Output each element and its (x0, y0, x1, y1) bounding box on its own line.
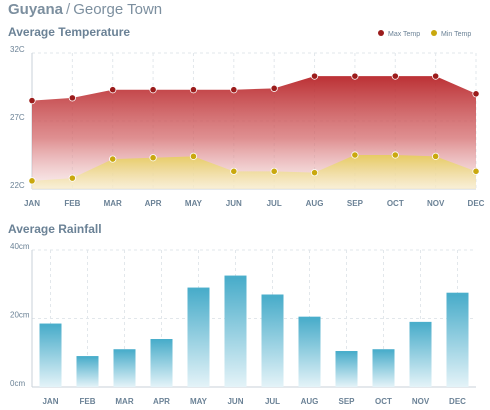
rainfall-bar (76, 356, 99, 387)
rainfall-bar-cap (187, 287, 210, 290)
legend-label: Max Temp (388, 31, 420, 38)
max-temp-point (230, 86, 238, 94)
legend-label: Min Temp (441, 31, 471, 38)
rainfall-bar (446, 292, 469, 387)
rainfall-bar-cap (76, 356, 99, 359)
rainfall-bar-cap (113, 349, 136, 352)
rain-x-tick-label: JUL (265, 397, 280, 406)
rainfall-bar (372, 349, 395, 387)
rainfall-bar (39, 323, 62, 387)
temp-x-tick-label: APR (145, 199, 162, 208)
max-temp-point (149, 86, 157, 94)
legend-marker (431, 30, 437, 36)
temp-x-tick-label: OCT (387, 199, 404, 208)
rain-y-tick-label: 40cm (10, 242, 30, 251)
temp-x-tick-label: FEB (64, 199, 80, 208)
temp-y-tick-label: 27C (10, 113, 25, 122)
rainfall-bar (261, 294, 284, 387)
min-temp-point (109, 155, 117, 163)
temp-y-tick-label: 22C (10, 181, 25, 190)
min-temp-point (351, 151, 359, 159)
max-temp-point (68, 94, 76, 102)
temp-x-tick-label: MAY (185, 199, 203, 208)
temp-x-tick-label: JAN (24, 199, 40, 208)
rainfall-bar-cap (298, 316, 321, 319)
breadcrumb-separator: / (66, 1, 71, 18)
rainfall-bar-cap (224, 275, 247, 278)
min-temp-point (270, 167, 278, 175)
rainfall-chart-title: Average Rainfall (8, 222, 102, 236)
temp-x-tick-label: NOV (427, 199, 445, 208)
rain-x-tick-label: JUN (227, 397, 243, 406)
temp-x-tick-label: DEC (468, 199, 485, 208)
city-name: George Town (73, 1, 163, 18)
rainfall-bar (150, 339, 173, 387)
temp-y-tick-label: 32C (10, 45, 25, 54)
min-temp-point (310, 169, 319, 177)
rainfall-bar (187, 287, 210, 387)
max-temp-point (310, 72, 319, 80)
min-temp-point (28, 177, 36, 185)
min-temp-point (230, 167, 238, 175)
max-temp-point (391, 72, 399, 80)
rainfall-bar-cap (335, 351, 358, 354)
min-temp-point (189, 152, 198, 160)
temp-x-tick-label: JUL (267, 199, 282, 208)
rain-x-tick-label: OCT (375, 397, 392, 406)
legend-marker (378, 30, 384, 36)
rain-x-tick-label: MAR (115, 397, 133, 406)
rainfall-bar-cap (409, 321, 432, 324)
rainfall-bar-cap (261, 294, 284, 297)
rain-x-tick-label: AUG (301, 397, 319, 406)
rain-x-tick-label: APR (153, 397, 170, 406)
rain-x-tick-label: NOV (412, 397, 430, 406)
min-temp-point (472, 167, 480, 175)
min-temp-point (149, 154, 157, 162)
temperature-chart-title: Average Temperature (8, 25, 131, 39)
rainfall-bar-cap (39, 323, 62, 326)
rain-y-tick-label: 20cm (10, 311, 30, 320)
max-temp-point (472, 90, 480, 98)
rainfall-bar (409, 321, 432, 387)
location-header: Guyana / George Town (8, 1, 162, 18)
rainfall-bar-cap (446, 292, 469, 295)
rainfall-bar (298, 316, 321, 387)
country-link[interactable]: Guyana (8, 1, 64, 18)
rain-x-tick-label: JAN (42, 397, 58, 406)
min-temp-point (432, 152, 440, 160)
temp-x-tick-label: AUG (306, 199, 324, 208)
rainfall-bar (113, 349, 136, 387)
max-temp-point (109, 86, 117, 94)
rain-y-tick-label: 0cm (10, 379, 25, 388)
rainfall-bar-cap (150, 339, 173, 342)
min-temp-area (32, 155, 476, 189)
rainfall-bar (335, 351, 358, 387)
temp-x-tick-label: MAR (104, 199, 122, 208)
rain-x-tick-label: FEB (80, 397, 96, 406)
temp-x-tick-label: JUN (226, 199, 242, 208)
rain-x-tick-label: SEP (338, 397, 355, 406)
rain-x-tick-label: MAY (190, 397, 208, 406)
temp-x-tick-label: SEP (347, 199, 364, 208)
rainfall-bar-cap (372, 349, 395, 352)
max-temp-point (432, 72, 440, 80)
min-temp-point (391, 151, 399, 159)
max-temp-point (351, 72, 359, 80)
rainfall-bar (224, 275, 247, 387)
rain-x-tick-label: DEC (449, 397, 466, 406)
max-temp-point (28, 97, 36, 105)
max-temp-point (189, 86, 198, 94)
max-temp-point (270, 84, 278, 92)
min-temp-point (68, 174, 76, 182)
